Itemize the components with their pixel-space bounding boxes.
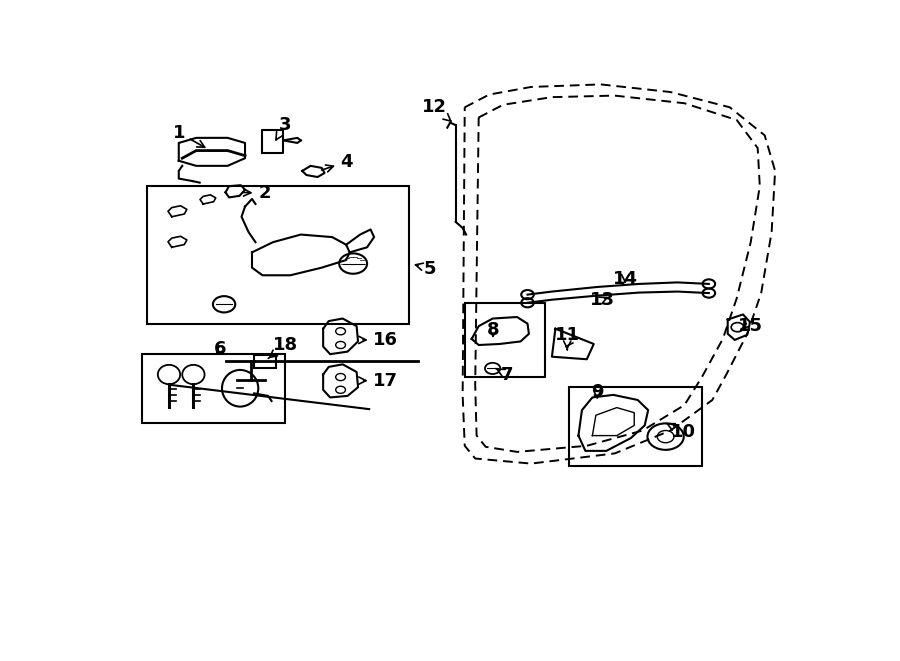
- Text: 13: 13: [590, 291, 615, 309]
- Text: 6: 6: [214, 340, 227, 358]
- Text: 9: 9: [591, 383, 604, 401]
- Text: 10: 10: [667, 422, 696, 440]
- Text: 3: 3: [276, 116, 291, 140]
- Text: 4: 4: [321, 153, 353, 172]
- Text: 7: 7: [496, 366, 514, 383]
- Text: 1: 1: [173, 124, 204, 147]
- Bar: [464, 303, 545, 377]
- Text: 12: 12: [422, 98, 451, 122]
- Text: 16: 16: [359, 331, 399, 349]
- Text: 8: 8: [487, 321, 500, 339]
- Text: 2: 2: [243, 184, 271, 202]
- Text: 14: 14: [613, 270, 638, 288]
- Text: 11: 11: [554, 326, 580, 350]
- Text: 17: 17: [359, 371, 399, 389]
- Text: 18: 18: [268, 336, 298, 358]
- Bar: [148, 186, 409, 324]
- Bar: [142, 354, 284, 423]
- Text: 15: 15: [738, 317, 763, 334]
- Text: 5: 5: [416, 260, 436, 278]
- Bar: [570, 387, 702, 466]
- Bar: [254, 355, 276, 368]
